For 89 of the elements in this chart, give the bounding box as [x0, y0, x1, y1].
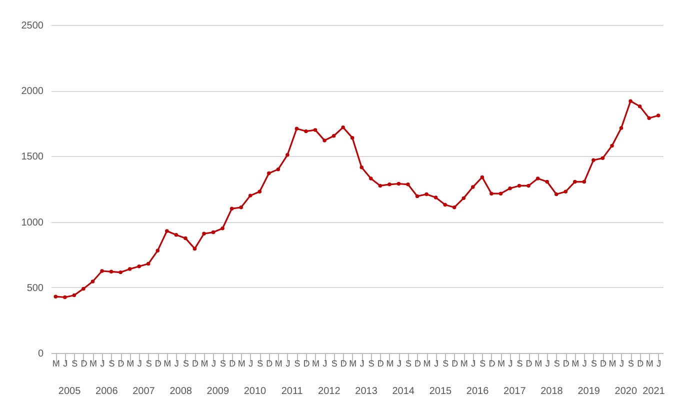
text: 2021 [642, 386, 666, 397]
x-tick-label: S [331, 358, 338, 368]
text: 2009 [206, 386, 230, 397]
x-tick-label: M [497, 358, 505, 368]
text: 2019 [578, 386, 600, 397]
x-tick-label: M [646, 358, 654, 368]
x-tick-label: D [340, 358, 348, 368]
x-tick-label: D [452, 358, 459, 368]
x-tick-label: D [303, 358, 310, 368]
x-tick-label: J [212, 358, 216, 368]
x-tick-label: S [480, 358, 486, 368]
x-tick-label: J [360, 358, 364, 368]
x-tick-label: D [377, 358, 384, 368]
x-tick-label: J [471, 358, 476, 368]
text: 2011 [281, 386, 304, 397]
x-tick-label: J [248, 358, 254, 368]
x-tick-label: D [118, 358, 125, 368]
x-tick-label: S [442, 358, 449, 368]
x-tick-label: M [386, 358, 394, 368]
x-tick-label: S [554, 358, 560, 368]
x-tick-label: S [628, 358, 634, 368]
x-tick-label: D [192, 358, 199, 368]
x-tick-label: M [200, 358, 208, 368]
x-tick-label: D [600, 358, 607, 368]
y-tick-label: 2500 [21, 20, 44, 32]
x-tick-label: D [414, 358, 422, 368]
x-tick-label: J [545, 358, 550, 368]
x-tick-label: J [620, 358, 624, 368]
x-tick-label: S [108, 358, 115, 368]
x-tick-label: M [349, 358, 357, 368]
x-tick-label: J [63, 358, 68, 368]
x-tick-label: M [89, 358, 97, 368]
x-tick-label: D [526, 358, 533, 368]
x-tick-label: S [368, 358, 374, 368]
x-tick-label: M [126, 358, 134, 368]
x-tick-label: M [238, 358, 246, 368]
x-tick-label: M [52, 358, 60, 368]
x-tick-label: D [637, 358, 644, 368]
x-tick-label: J [286, 358, 290, 368]
x-tick-label: J [174, 358, 179, 368]
text: 2008 [170, 386, 192, 397]
x-tick-label: S [257, 358, 264, 368]
x-tick-label: J [322, 358, 328, 368]
x-tick-label: M [534, 358, 542, 368]
x-tick-label: J [137, 358, 142, 368]
y-tick-label: 1000 [21, 217, 44, 228]
x-tick-label: J [434, 358, 439, 368]
y-tick-label: 1500 [21, 152, 44, 163]
x-tick-label: M [460, 358, 468, 368]
x-tick-label: J [100, 358, 105, 368]
x-tick-label: D [80, 358, 88, 368]
text: 2007 [132, 386, 156, 397]
x-tick-label: M [274, 358, 282, 368]
text: 2020 [614, 386, 638, 397]
x-tick-label: J [508, 358, 513, 368]
y-tick-label: 2000 [21, 86, 44, 98]
x-tick-label: D [266, 358, 274, 368]
x-tick-label: S [146, 358, 152, 368]
x-tick-label: D [229, 358, 236, 368]
x-tick-label: S [294, 358, 300, 368]
x-tick-label: M [312, 358, 320, 368]
text: 2005 [58, 386, 82, 397]
x-tick-label: M [572, 358, 580, 368]
y-tick-label: 500 [26, 282, 44, 294]
x-tick-label: S [516, 358, 523, 368]
text: 2010 [244, 386, 267, 397]
text: 2014 [392, 386, 415, 397]
text: 2006 [96, 386, 118, 397]
text: 2013 [355, 386, 378, 397]
x-tick-label: S [405, 358, 412, 368]
x-tick-label: S [220, 358, 226, 368]
x-tick-label: M [164, 358, 172, 368]
y-tick-label: 0 [38, 348, 44, 360]
x-tick-label: D [488, 358, 496, 368]
x-tick-label: J [656, 358, 662, 368]
x-tick-label: M [608, 358, 616, 368]
text: 2017 [504, 386, 526, 397]
text: 2012 [318, 386, 341, 397]
x-tick-label: D [562, 358, 570, 368]
x-tick-label: J [396, 358, 402, 368]
x-tick-label: S [72, 358, 78, 368]
x-tick-label: D [154, 358, 162, 368]
x-tick-label: M [423, 358, 431, 368]
text: 2018 [540, 386, 564, 397]
x-tick-label: S [182, 358, 189, 368]
text: 2016 [466, 386, 490, 397]
x-tick-label: J [582, 358, 587, 368]
text: 2015 [429, 386, 452, 397]
x-tick-label: S [590, 358, 597, 368]
